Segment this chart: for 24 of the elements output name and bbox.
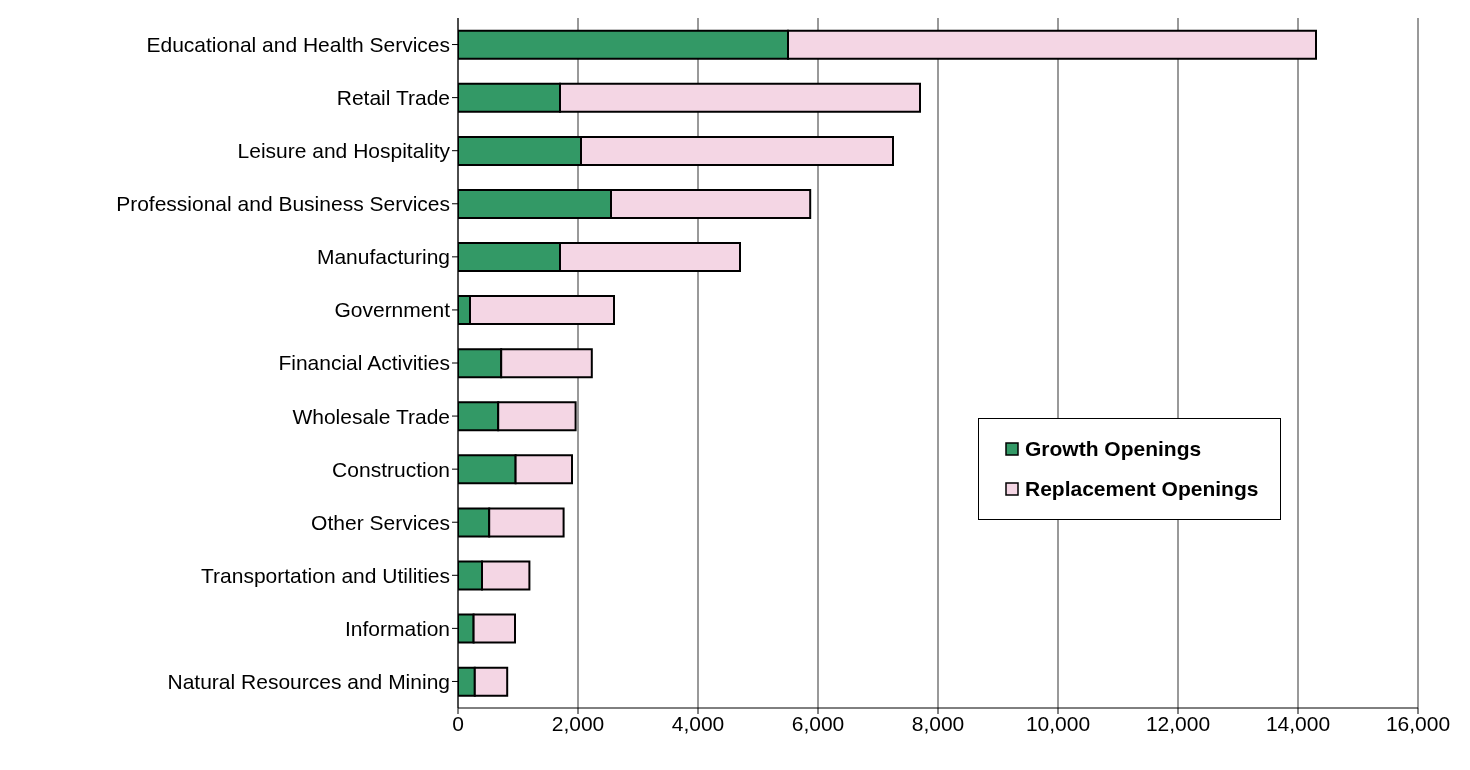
x-tick-label: 8,000 [911,711,965,735]
y-tick-label: Manufacturing [316,245,450,269]
y-tick-label: Financial Activities [278,351,450,375]
x-tick-label: 14,000 [1265,711,1331,735]
x-tick-label: 6,000 [791,711,845,735]
y-tick-label: Retail Trade [336,86,450,110]
legend-label: Replacement Openings [1025,476,1259,502]
y-tick-label: Wholesale Trade [292,404,450,428]
x-tick-label: 16,000 [1385,711,1451,735]
y-tick-label: Transportation and Utilities [200,563,450,587]
x-tick-label: 2,000 [551,711,605,735]
y-tick-label: Natural Resources and Mining [167,669,450,693]
y-tick-label: Educational and Health Services [146,32,450,56]
y-tick-label: Construction [332,457,450,481]
x-tick-label: 10,000 [1025,711,1091,735]
y-tick-label: Other Services [311,510,450,534]
y-tick-label: Information [344,616,450,640]
x-tick-label: 4,000 [671,711,725,735]
y-tick-label: Government [334,298,451,322]
x-tick-label: 0 [452,711,464,735]
y-tick-label: Leisure and Hospitality [237,139,451,163]
y-tick-label: Professional and Business Services [116,192,450,216]
x-tick-label: 12,000 [1145,711,1211,735]
legend-label: Growth Openings [1025,436,1202,462]
